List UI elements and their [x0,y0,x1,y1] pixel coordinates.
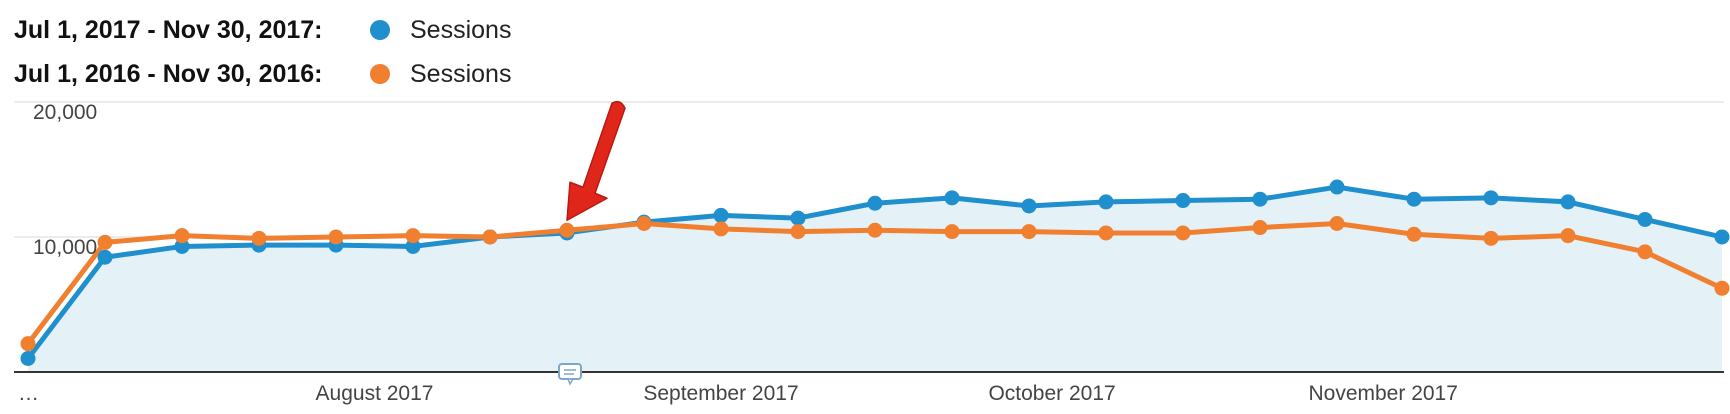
comment-icon-tail [566,378,575,386]
data-point-s1-15[interactable] [1175,225,1191,241]
data-point-s0-16[interactable] [1252,191,1268,207]
legend-dot-previous [370,64,390,84]
data-point-s1-18[interactable] [1406,226,1422,242]
x-tick-label-3: October 2017 [988,382,1115,405]
data-point-s1-8[interactable] [636,216,652,231]
legend-row-current[interactable]: Jul 1, 2017 - Nov 30, 2017: Sessions [14,8,511,52]
data-point-s1-20[interactable] [1560,228,1576,244]
data-point-s0-11[interactable] [867,195,883,211]
data-point-s0-12[interactable] [944,190,960,206]
data-point-s1-14[interactable] [1098,225,1114,241]
data-point-s0-18[interactable] [1406,191,1422,207]
data-point-s0-9[interactable] [713,207,729,223]
data-point-s0-17[interactable] [1329,179,1345,195]
data-point-s0-22[interactable] [1714,229,1730,245]
data-point-s1-17[interactable] [1329,216,1345,231]
data-point-s0-14[interactable] [1098,194,1114,210]
data-point-s1-0[interactable] [20,336,36,352]
data-point-s1-4[interactable] [328,229,344,245]
data-point-s1-12[interactable] [944,224,960,240]
data-point-s1-13[interactable] [1021,224,1037,240]
legend-series-name-current: Sessions [410,15,512,44]
x-tick-label-1: August 2017 [316,382,434,405]
legend-series-name-previous: Sessions [410,59,512,88]
data-point-s0-5[interactable] [405,238,421,254]
data-point-s1-19[interactable] [1483,230,1499,246]
data-point-s1-11[interactable] [867,222,883,238]
annotation-arrow [566,100,626,221]
data-point-s0-1[interactable] [97,249,113,265]
chart-legend: Jul 1, 2017 - Nov 30, 2017: Sessions Jul… [14,8,511,96]
data-point-s1-2[interactable] [174,228,190,244]
data-point-s0-10[interactable] [790,210,806,226]
data-point-s0-2[interactable] [174,238,190,254]
data-point-s1-22[interactable] [1714,280,1730,296]
data-point-s0-19[interactable] [1483,190,1499,206]
data-point-s0-21[interactable] [1637,211,1653,227]
x-tick-label-2: September 2017 [643,382,798,405]
data-point-s1-16[interactable] [1252,220,1268,236]
data-point-s0-15[interactable] [1175,193,1191,209]
data-point-s1-7[interactable] [559,222,575,238]
data-point-s1-10[interactable] [790,224,806,240]
legend-range-previous: Jul 1, 2016 - Nov 30, 2016: [14,59,323,88]
data-point-s0-13[interactable] [1021,198,1037,214]
data-point-s1-9[interactable] [713,221,729,237]
x-tick-label-4: November 2017 [1308,382,1457,405]
data-point-s1-6[interactable] [482,229,498,245]
y-tick-label-0: 20,000 [33,101,97,124]
legend-range-current: Jul 1, 2017 - Nov 30, 2017: [14,15,323,44]
data-point-s1-5[interactable] [405,228,421,244]
legend-dot-current [370,20,390,40]
x-tick-label-0: … [18,382,39,405]
data-point-s0-0[interactable] [20,351,36,366]
area-fill-current [28,187,1722,372]
legend-row-previous[interactable]: Jul 1, 2016 - Nov 30, 2016: Sessions [14,52,511,96]
data-point-s1-1[interactable] [97,234,113,250]
comment-icon[interactable] [558,363,582,380]
data-point-s1-3[interactable] [251,230,267,246]
data-point-s1-21[interactable] [1637,244,1653,260]
y-tick-label-1: 10,000 [33,236,97,259]
data-point-s0-20[interactable] [1560,194,1576,210]
